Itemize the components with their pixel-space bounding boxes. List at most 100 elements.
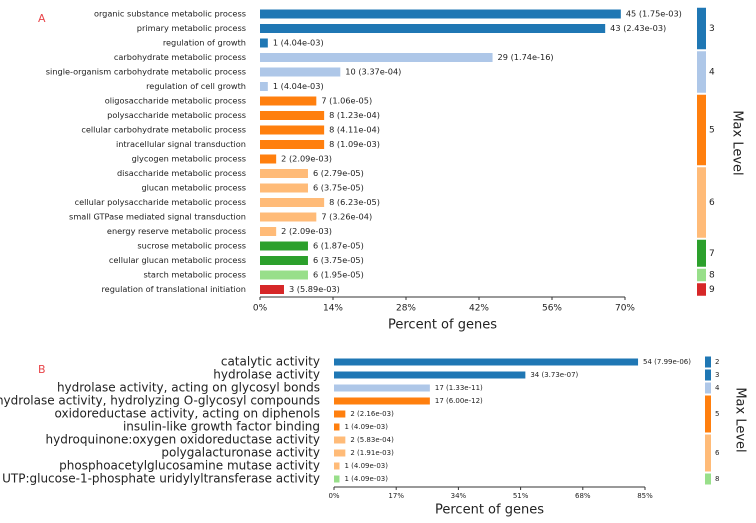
bar (334, 449, 346, 457)
data-label: 43 (2.43e-03) (610, 23, 666, 33)
level-band (697, 167, 706, 238)
level-label: 5 (715, 410, 719, 418)
category-label: small GTPase mediated signal transductio… (69, 212, 246, 222)
x-tick-label: 17% (388, 492, 404, 500)
bar (334, 410, 346, 418)
data-label: 17 (1.33e-11) (435, 384, 483, 392)
bar (334, 358, 639, 366)
x-tick-label: 14% (323, 304, 343, 314)
bar (334, 462, 340, 470)
level-label: 3 (709, 24, 715, 34)
category-label: disaccharide metabolic process (117, 168, 246, 178)
bar (260, 125, 325, 135)
data-label: 2 (2.09e-03) (281, 154, 332, 164)
category-label: regulation of translational initiation (101, 284, 246, 294)
level-label: 7 (709, 249, 715, 259)
bar (260, 212, 317, 222)
bar (260, 169, 308, 178)
category-label: cellular carbohydrate metabolic process (81, 125, 246, 135)
category-label: phosphoacetylglucosamine mutase activity (59, 459, 320, 473)
x-tick-label: 28% (396, 304, 416, 314)
level-band (697, 94, 706, 166)
level-band (697, 239, 706, 267)
bar (260, 9, 621, 19)
level-band (705, 473, 711, 485)
category-label: sucrose metabolic process (137, 241, 246, 251)
level-label: 3 (715, 371, 719, 379)
level-band (705, 356, 711, 368)
x-tick-label: 70% (615, 304, 635, 314)
category-label: energy reserve metabolic process (107, 226, 246, 236)
level-label: 4 (709, 68, 715, 78)
bar (260, 140, 325, 149)
category-label: insulin-like growth factor binding (123, 420, 320, 434)
level-label: 8 (715, 475, 719, 483)
bar (260, 38, 268, 48)
bar (260, 96, 317, 106)
level-axis-title: Max Level (730, 110, 745, 175)
category-label: polysaccharide metabolic process (107, 110, 246, 120)
level-band (705, 395, 711, 433)
level-label: 5 (709, 126, 715, 136)
data-label: 1 (4.09e-03) (344, 475, 388, 483)
bar (260, 198, 325, 207)
data-label: 45 (1.75e-03) (626, 9, 682, 19)
bar (334, 436, 346, 444)
x-tick-label: 0% (328, 492, 339, 500)
bar (260, 270, 308, 280)
bar (260, 256, 308, 265)
bar (260, 24, 606, 33)
data-label: 54 (7.99e-06) (643, 358, 691, 366)
category-label: intracellular signal transduction (116, 139, 246, 149)
data-label: 8 (6.23e-05) (329, 197, 380, 207)
category-label: polygalacturonase activity (161, 446, 320, 460)
data-label: 2 (5.83e-04) (350, 436, 394, 444)
bar (334, 371, 526, 379)
bar (260, 53, 493, 62)
bar (334, 397, 430, 405)
bar (334, 423, 340, 431)
data-label: 2 (2.16e-03) (350, 410, 394, 418)
data-label: 3 (5.89e-03) (289, 284, 340, 294)
level-label: 9 (709, 285, 715, 295)
category-label: cellular polysaccharide metabolic proces… (75, 197, 246, 207)
data-label: 6 (1.95e-05) (313, 270, 364, 280)
category-label: hydrolase activity (213, 368, 320, 382)
panel-label: B (38, 363, 46, 376)
data-label: 17 (6.00e-12) (435, 397, 483, 405)
category-label: glucan metabolic process (141, 183, 246, 193)
x-tick-label: 56% (542, 304, 562, 314)
category-label: hydrolase activity, acting on glycosyl b… (57, 381, 320, 395)
x-tick-label: 34% (451, 492, 467, 500)
level-band (697, 7, 706, 50)
category-label: oxidoreductase activity, acting on diphe… (55, 407, 321, 421)
level-axis-title: Max Level (733, 387, 748, 452)
category-label: glycogen metabolic process (132, 154, 246, 164)
data-label: 34 (3.73e-07) (530, 371, 578, 379)
category-label: hydrolase activity, hydrolyzing O-glycos… (0, 394, 320, 408)
x-tick-label: 42% (469, 304, 489, 314)
bar (334, 384, 430, 392)
bar (260, 82, 268, 91)
bar (260, 241, 308, 251)
data-label: 1 (4.04e-03) (273, 81, 324, 91)
data-label: 10 (3.37e-04) (345, 67, 401, 77)
category-label: hydroquinone:oxygen oxidoreductase activ… (46, 433, 320, 447)
data-label: 1 (4.09e-03) (344, 462, 388, 470)
level-band (697, 283, 706, 296)
category-label: starch metabolic process (143, 270, 246, 280)
bar (260, 285, 284, 294)
category-label: single-organism carbohydrate metabolic p… (46, 67, 246, 77)
data-label: 6 (2.79e-05) (313, 168, 364, 178)
x-tick-label: 51% (513, 492, 529, 500)
data-label: 29 (1.74e-16) (498, 52, 554, 62)
level-label: 8 (709, 271, 715, 281)
bar (334, 475, 340, 483)
category-label: oligosaccharide metabolic process (105, 96, 246, 106)
x-tick-label: 68% (575, 492, 591, 500)
data-label: 6 (3.75e-05) (313, 255, 364, 265)
data-label: 8 (4.11e-04) (329, 125, 380, 135)
